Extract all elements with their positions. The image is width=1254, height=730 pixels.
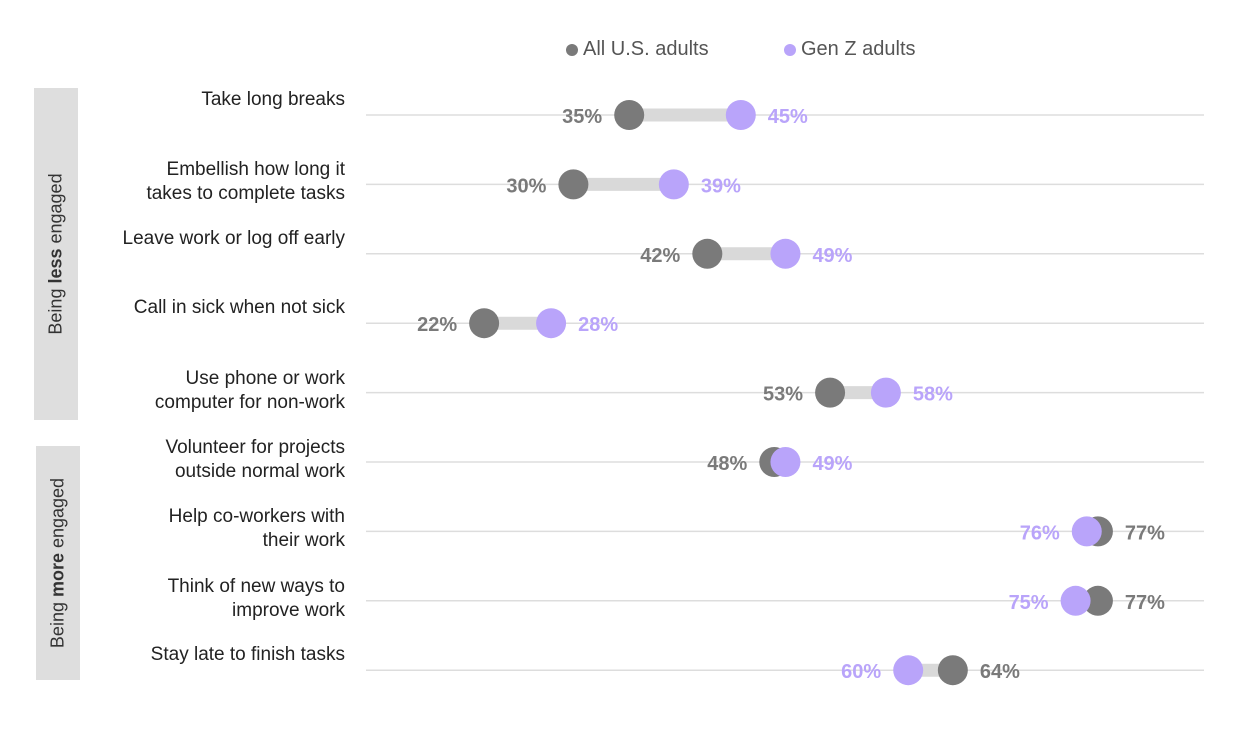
group-box-more-engaged: Being more engaged: [36, 446, 80, 680]
point-gen-z: [658, 169, 689, 200]
data-label-gen-z: 58%: [913, 384, 953, 406]
data-label-gen-z: 39%: [701, 175, 741, 197]
legend: All U.S. adults Gen Z adults: [0, 38, 1254, 66]
data-label-all-adults: 30%: [506, 175, 546, 197]
data-label-all-adults: 48%: [707, 453, 747, 475]
category-label: Help co-workers with their work: [168, 506, 345, 552]
point-gen-z: [1071, 516, 1102, 547]
category-label: Think of new ways to improve work: [167, 575, 345, 621]
data-label-all-adults: 35%: [562, 106, 602, 128]
legend-label-all-adults: All U.S. adults: [583, 38, 709, 60]
data-label-all-adults: 77%: [1125, 592, 1165, 614]
legend-item-all-adults: All U.S. adults: [566, 38, 709, 61]
data-label-all-adults: 53%: [763, 384, 803, 406]
data-label-gen-z: 45%: [768, 106, 808, 128]
point-gen-z: [725, 100, 756, 130]
point-all-adults: [937, 655, 968, 686]
point-all-adults: [1082, 585, 1113, 616]
data-label-gen-z: 49%: [812, 453, 852, 475]
data-label-all-adults: 77%: [1125, 522, 1165, 544]
category-label: Take long breaks: [201, 89, 345, 110]
point-all-adults: [469, 308, 500, 339]
legend-label-gen-z: Gen Z adults: [801, 38, 916, 60]
category-label: Stay late to finish tasks: [150, 644, 345, 666]
point-gen-z: [770, 238, 801, 269]
point-gen-z: [893, 655, 924, 686]
category-label: Leave work or log off early: [122, 227, 346, 249]
legend-swatch-all-adults: [566, 43, 578, 56]
point-gen-z: [1060, 585, 1091, 616]
point-gen-z: [770, 447, 801, 477]
category-label: Embellish how long it takes to complete t…: [146, 159, 345, 205]
legend-swatch-gen-z: [784, 43, 796, 56]
point-all-adults: [614, 100, 645, 130]
data-label-gen-z: 28%: [578, 314, 618, 336]
data-label-all-adults: 22%: [417, 314, 457, 336]
data-label-gen-z: 49%: [812, 245, 852, 267]
point-all-adults: [815, 377, 846, 408]
category-label: Volunteer for projects outside normal wor…: [165, 437, 345, 482]
legend-item-gen-z: Gen Z adults: [784, 38, 916, 61]
group-box-less-engaged: Being less engaged: [34, 88, 78, 420]
point-gen-z: [870, 377, 901, 408]
data-label-gen-z: 76%: [1020, 522, 1060, 544]
point-all-adults: [692, 238, 723, 269]
data-label-all-adults: 42%: [640, 245, 680, 267]
category-label: Call in sick when not sick: [133, 297, 345, 319]
data-label-gen-z: 60%: [841, 661, 881, 683]
point-all-adults: [558, 169, 589, 200]
point-gen-z: [536, 308, 567, 339]
data-label-all-adults: 64%: [980, 661, 1020, 683]
category-label: Use phone or work computer for non-work: [154, 367, 345, 413]
data-label-gen-z: 75%: [1009, 592, 1049, 614]
